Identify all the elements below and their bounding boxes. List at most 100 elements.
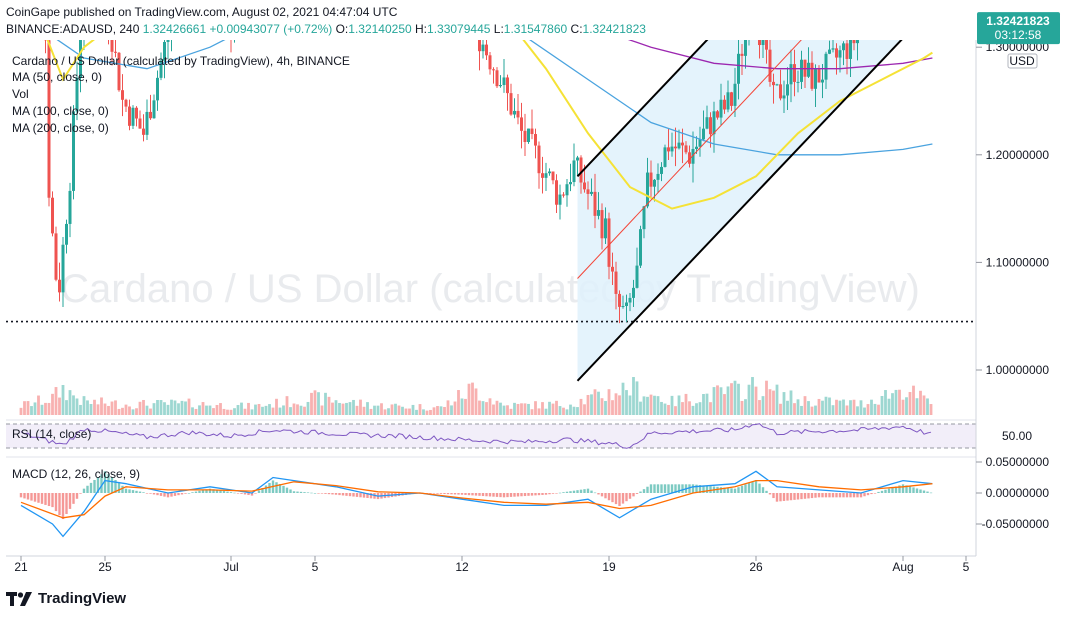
candle-body[interactable] [565, 184, 569, 196]
candle-body[interactable] [562, 194, 565, 196]
candle-body[interactable] [502, 77, 506, 86]
candle-body[interactable] [216, 0, 219, 5]
candle-body[interactable] [674, 146, 677, 149]
candle-body[interactable] [159, 60, 163, 78]
candle-body[interactable] [611, 266, 614, 272]
channel-lower-line[interactable] [576, 0, 967, 382]
candle-body[interactable] [716, 111, 719, 118]
candle-body[interactable] [548, 171, 551, 174]
candle-body[interactable] [433, 6, 436, 9]
legend-vol[interactable]: Vol [12, 87, 29, 101]
candle-body[interactable] [755, 3, 758, 25]
candle-body[interactable] [782, 95, 786, 99]
macd-signal-line[interactable] [20, 479, 933, 519]
legend-ma50[interactable]: MA (50, close, 0) [12, 70, 103, 84]
candle-body[interactable] [796, 81, 800, 83]
candle-body[interactable] [75, 77, 79, 112]
candle-body[interactable] [492, 69, 495, 71]
candle-body[interactable] [121, 90, 124, 100]
candle-body[interactable] [670, 146, 674, 152]
ma100-line[interactable] [21, 0, 933, 156]
candle-body[interactable] [506, 77, 509, 94]
candle-body[interactable] [117, 52, 121, 91]
candle-body[interactable] [698, 139, 702, 147]
candle-body[interactable] [800, 59, 803, 82]
candle-body[interactable] [793, 64, 796, 82]
candle-body[interactable] [530, 128, 534, 135]
candle-body[interactable] [712, 111, 716, 135]
candle-body[interactable] [54, 233, 58, 280]
candle-body[interactable] [632, 287, 635, 298]
macd-line[interactable] [20, 470, 933, 538]
candle-body[interactable] [625, 302, 628, 307]
candle-body[interactable] [860, 28, 863, 36]
candle-body[interactable] [748, 27, 751, 30]
candle-body[interactable] [677, 142, 681, 149]
candle-body[interactable] [828, 49, 831, 54]
candle-body[interactable] [499, 85, 502, 87]
candle-body[interactable] [761, 35, 765, 46]
candle-body[interactable] [730, 92, 733, 106]
candle-body[interactable] [440, 0, 443, 19]
candle-body[interactable] [541, 173, 544, 178]
candle-body[interactable] [614, 271, 618, 294]
candle-body[interactable] [838, 50, 842, 58]
candle-body[interactable] [156, 77, 159, 101]
candle-body[interactable] [114, 51, 117, 53]
candle-body[interactable] [586, 189, 590, 194]
candle-body[interactable] [660, 166, 663, 174]
candle-body[interactable] [923, 23, 926, 24]
candle-body[interactable] [642, 206, 646, 230]
channel-upper-line[interactable] [576, 0, 967, 177]
candle-body[interactable] [758, 25, 761, 46]
candle-body[interactable] [436, 9, 439, 20]
candle-body[interactable] [509, 93, 513, 115]
candle-body[interactable] [72, 111, 75, 191]
candle-body[interactable] [856, 36, 859, 44]
candle-body[interactable] [737, 53, 740, 84]
candle-body[interactable] [852, 30, 856, 44]
legend-rsi[interactable]: RSI (14, close) [12, 427, 92, 441]
candle-body[interactable] [523, 130, 527, 142]
candle-body[interactable] [86, 0, 89, 4]
candle-body[interactable] [468, 0, 471, 15]
candle-body[interactable] [488, 55, 492, 70]
candle-body[interactable] [61, 244, 65, 293]
candle-body[interactable] [555, 180, 558, 205]
candle-body[interactable] [593, 191, 597, 216]
candle-body[interactable] [149, 111, 152, 119]
candle-body[interactable] [558, 194, 562, 205]
candle-body[interactable] [849, 30, 852, 59]
candle-body[interactable] [649, 172, 653, 187]
candle-body[interactable] [789, 64, 793, 85]
candle-body[interactable] [551, 171, 555, 181]
currency-box[interactable] [1007, 53, 1038, 69]
candle-body[interactable] [65, 223, 68, 245]
candle-body[interactable] [429, 0, 432, 6]
candle-body[interactable] [695, 146, 698, 149]
candle-body[interactable] [719, 99, 723, 118]
candle-body[interactable] [709, 117, 712, 135]
candle-body[interactable] [58, 279, 61, 293]
ma50-line[interactable] [21, 0, 933, 210]
candle-body[interactable] [124, 99, 128, 107]
candle-body[interactable] [604, 218, 607, 239]
candle-body[interactable] [775, 84, 779, 86]
candle-body[interactable] [152, 100, 156, 119]
candle-body[interactable] [534, 134, 537, 146]
candle-body[interactable] [544, 173, 548, 178]
candle-body[interactable] [520, 117, 523, 131]
candle-body[interactable] [131, 107, 135, 126]
candle-body[interactable] [621, 306, 625, 308]
candle-body[interactable] [744, 31, 747, 56]
candle-body[interactable] [597, 210, 600, 216]
candle-body[interactable] [916, 2, 919, 4]
candle-body[interactable] [135, 107, 138, 119]
candle-body[interactable] [79, 33, 82, 78]
candle-body[interactable] [138, 118, 142, 129]
candle-body[interactable] [569, 182, 572, 185]
candle-body[interactable] [723, 99, 726, 110]
candle-body[interactable] [254, 0, 257, 4]
candle-body[interactable] [646, 172, 649, 207]
